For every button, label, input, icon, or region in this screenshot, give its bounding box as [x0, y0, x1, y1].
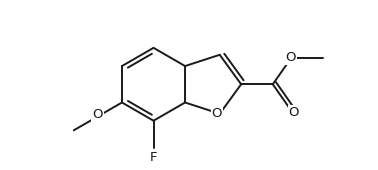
Text: O: O [93, 108, 103, 121]
Text: F: F [150, 151, 157, 164]
Text: O: O [286, 51, 296, 64]
Text: O: O [288, 106, 299, 119]
Text: O: O [212, 107, 222, 120]
